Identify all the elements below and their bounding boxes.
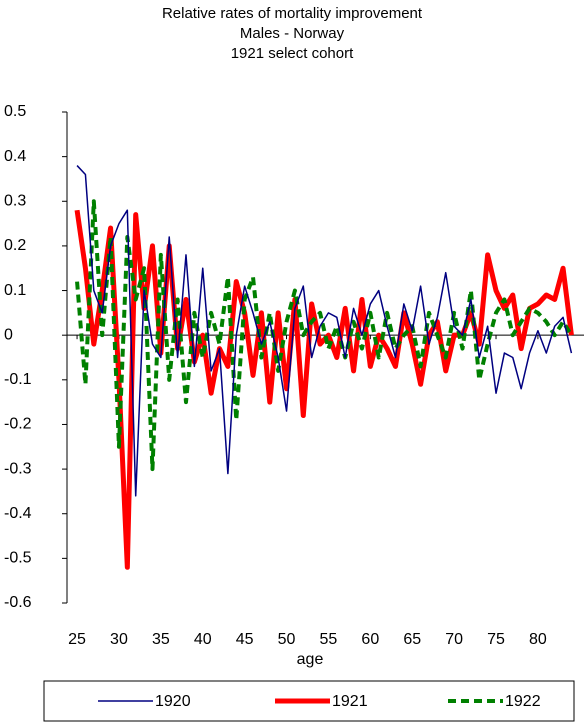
x-tick-label: 55: [320, 631, 338, 648]
legend-box: [43, 680, 575, 722]
x-tick-label: 35: [152, 631, 170, 648]
x-tick-label: 40: [194, 631, 212, 648]
x-tick-label: 60: [361, 631, 379, 648]
y-tick-label: 0.4: [4, 148, 26, 165]
y-tick-label: 0.2: [4, 237, 26, 254]
y-tick-label: -0.4: [4, 505, 32, 522]
y-tick-label: -0.3: [4, 460, 32, 477]
x-tick-label: 75: [487, 631, 505, 648]
y-tick-label: -0.2: [4, 416, 32, 433]
x-axis-label: age: [297, 651, 324, 668]
y-tick-label: 0.1: [4, 282, 26, 299]
x-tick-label: 45: [236, 631, 254, 648]
x-tick-label: 50: [278, 631, 296, 648]
y-tick-label: -0.1: [4, 371, 32, 388]
x-tick-label: 65: [403, 631, 421, 648]
series-line: [76, 165, 573, 497]
y-tick-label: 0: [4, 326, 13, 343]
chart-subtitle: Males - Norway: [240, 25, 345, 42]
legend-label: 1922: [505, 693, 541, 710]
chart-title: Relative rates of mortality improvement: [162, 5, 423, 22]
chart-subtitle: 1921 select cohort: [231, 45, 354, 62]
x-tick-label: 30: [110, 631, 128, 648]
y-tick-label: -0.5: [4, 550, 32, 567]
x-tick-label: 70: [445, 631, 463, 648]
x-tick-label: 25: [68, 631, 86, 648]
y-tick-label: 0.5: [4, 103, 26, 120]
legend-label: 1920: [155, 693, 191, 710]
x-tick-label: 80: [529, 631, 547, 648]
y-tick-label: 0.3: [4, 192, 26, 209]
y-tick-label: -0.6: [4, 594, 32, 611]
legend-label: 1921: [332, 693, 368, 710]
